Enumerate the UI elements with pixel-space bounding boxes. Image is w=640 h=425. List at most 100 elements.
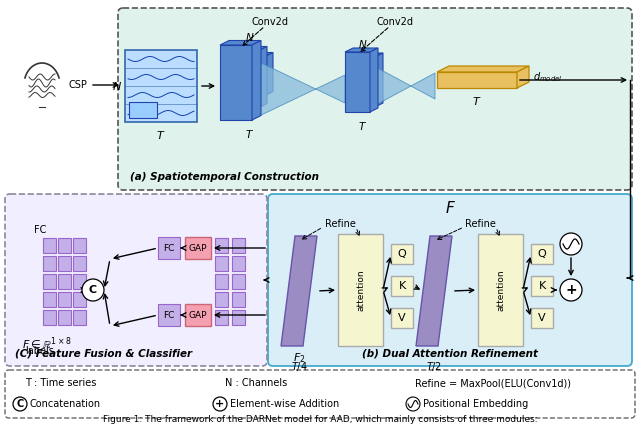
Text: $F_2$: $F_2$	[292, 351, 305, 365]
Bar	[73, 310, 86, 325]
Bar	[215, 310, 228, 325]
Bar	[58, 310, 71, 325]
Polygon shape	[370, 48, 378, 112]
Text: (C) Feature Fusion & Classifier: (C) Feature Fusion & Classifier	[15, 349, 192, 359]
Polygon shape	[264, 53, 273, 96]
Bar	[158, 304, 180, 326]
Bar	[73, 292, 86, 307]
Text: (b) Dual Attention Refinement: (b) Dual Attention Refinement	[362, 349, 538, 359]
Text: $N$: $N$	[358, 38, 368, 50]
Bar	[185, 237, 211, 259]
Bar	[531, 244, 553, 264]
Polygon shape	[252, 40, 261, 120]
Text: Element-wise Addition: Element-wise Addition	[230, 399, 339, 409]
Bar	[43, 274, 56, 289]
Bar	[391, 308, 413, 328]
Polygon shape	[372, 65, 435, 107]
Text: Q: Q	[397, 249, 406, 259]
Circle shape	[13, 397, 27, 411]
Text: GAP: GAP	[189, 311, 207, 320]
Polygon shape	[255, 60, 345, 118]
Bar	[391, 244, 413, 264]
Text: $N$: $N$	[112, 80, 122, 92]
Bar	[215, 292, 228, 307]
Bar	[531, 308, 553, 328]
Bar	[232, 274, 245, 289]
Text: Positional Embedding: Positional Embedding	[423, 399, 528, 409]
Text: $T$: $T$	[156, 129, 166, 141]
Bar	[215, 274, 228, 289]
Bar	[73, 256, 86, 271]
Bar	[531, 276, 553, 296]
Polygon shape	[226, 46, 267, 51]
Text: CSP: CSP	[68, 80, 88, 90]
Text: C: C	[89, 285, 97, 295]
Bar	[232, 57, 264, 96]
Bar	[43, 256, 56, 271]
Text: $F\in\mathbb{R}^{1\times 8}$: $F\in\mathbb{R}^{1\times 8}$	[22, 336, 72, 352]
Bar	[232, 256, 245, 271]
FancyBboxPatch shape	[118, 8, 632, 190]
Text: (a) Spatiotemporal Construction: (a) Spatiotemporal Construction	[130, 172, 319, 182]
Polygon shape	[375, 53, 383, 107]
Text: $d_{model}$: $d_{model}$	[533, 70, 563, 84]
Bar	[232, 238, 245, 253]
Polygon shape	[416, 236, 452, 346]
Text: Concatenation: Concatenation	[30, 399, 101, 409]
Text: Refine: Refine	[324, 219, 355, 229]
Polygon shape	[517, 66, 529, 88]
Polygon shape	[232, 53, 273, 57]
Text: Q: Q	[538, 249, 547, 259]
Bar	[43, 310, 56, 325]
Text: attention: attention	[356, 269, 365, 311]
FancyBboxPatch shape	[5, 194, 267, 366]
Text: FC: FC	[34, 225, 46, 235]
Bar	[215, 256, 228, 271]
Text: $T$: $T$	[358, 120, 367, 132]
Text: FC: FC	[163, 311, 175, 320]
Text: $T/4$: $T/4$	[291, 360, 307, 373]
Polygon shape	[220, 40, 261, 45]
Bar	[350, 57, 375, 107]
Bar	[478, 234, 523, 346]
Text: V: V	[398, 313, 406, 323]
Text: N : Channels: N : Channels	[225, 378, 287, 388]
Bar	[232, 292, 245, 307]
Text: +: +	[565, 283, 577, 297]
Bar	[129, 102, 157, 118]
Text: Figure 1: The framework of the DARNet model for AAD, which mainly consists of th: Figure 1: The framework of the DARNet mo…	[102, 416, 538, 425]
Bar	[158, 237, 180, 259]
Polygon shape	[281, 236, 317, 346]
Text: labels: labels	[26, 346, 54, 356]
Text: attention: attention	[496, 269, 505, 311]
Text: Conv2d: Conv2d	[376, 17, 413, 27]
Bar	[73, 238, 86, 253]
Circle shape	[213, 397, 227, 411]
Bar	[345, 52, 370, 112]
FancyBboxPatch shape	[268, 194, 632, 366]
Circle shape	[560, 279, 582, 301]
Text: GAP: GAP	[189, 244, 207, 252]
Bar	[226, 51, 258, 108]
Bar	[125, 50, 197, 122]
Circle shape	[82, 279, 104, 301]
Text: $N$: $N$	[245, 31, 255, 43]
Text: T : Time series: T : Time series	[25, 378, 97, 388]
Circle shape	[560, 233, 582, 255]
Text: K: K	[538, 281, 546, 291]
Polygon shape	[258, 46, 267, 108]
Text: C: C	[17, 399, 24, 409]
Text: V: V	[538, 313, 546, 323]
Bar	[58, 274, 71, 289]
Bar	[232, 310, 245, 325]
Bar	[220, 45, 252, 120]
Text: K: K	[398, 281, 406, 291]
Polygon shape	[345, 48, 378, 52]
Bar	[185, 304, 211, 326]
Bar	[338, 234, 383, 346]
Text: Conv2d: Conv2d	[252, 17, 289, 27]
Bar	[43, 238, 56, 253]
FancyBboxPatch shape	[5, 370, 635, 418]
Bar	[58, 238, 71, 253]
Text: $T$: $T$	[472, 95, 482, 107]
